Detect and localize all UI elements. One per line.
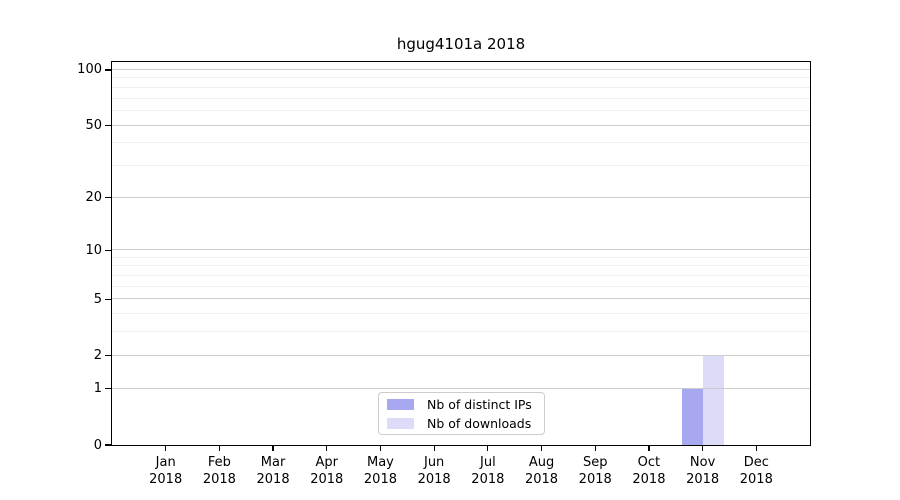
y-tick-5 — [105, 298, 111, 300]
x-tick-label-nov: Nov 2018 — [686, 455, 720, 487]
bars-layer — [112, 62, 810, 445]
legend-item-downloads: Nb of downloads — [387, 415, 536, 431]
legend-swatch-distinct-ips — [387, 398, 414, 410]
x-tick-apr — [326, 446, 328, 451]
y-tick-label-2: 2 — [93, 348, 102, 364]
x-tick-jan — [165, 446, 167, 451]
y-tick-label-5: 5 — [93, 291, 102, 307]
x-tick-label-apr: Apr 2018 — [310, 455, 344, 487]
x-tick-label-sep: Sep 2018 — [578, 455, 612, 487]
legend-label-downloads: Nb of downloads — [427, 415, 532, 431]
y-axis: 0 1 2 5 10 20 50 100 — [0, 62, 112, 453]
y-tick-label-50: 50 — [85, 118, 102, 133]
x-tick-label-dec: Dec 2018 — [739, 455, 773, 487]
y-tick-1 — [105, 388, 111, 390]
y-tick-label-20: 20 — [85, 190, 102, 206]
y-tick-label-0: 0 — [93, 437, 102, 453]
x-tick-may — [379, 446, 382, 451]
legend-swatch-downloads — [387, 417, 414, 429]
chart-title: hgug4101a 2018 — [396, 35, 526, 53]
y-tick-label-1: 1 — [93, 381, 102, 397]
x-tick-oct — [648, 446, 650, 451]
x-tick-label-feb: Feb 2018 — [202, 455, 236, 487]
x-tick-label-jan: Jan 2018 — [149, 455, 183, 487]
legend-item-distinct-ips: Nb of distinct IPs — [387, 396, 536, 412]
x-tick-sep — [594, 446, 596, 451]
y-tick-label-100: 100 — [77, 62, 102, 78]
x-tick-aug — [540, 446, 543, 451]
plot-area: Nb of distinct IPs Nb of downloads — [111, 61, 811, 446]
x-tick-label-jun: Jun 2018 — [417, 455, 451, 487]
x-tick-label-jul: Jul 2018 — [471, 455, 505, 487]
x-tick-dec — [755, 446, 757, 451]
x-tick-jul — [487, 446, 489, 451]
x-tick-nov — [702, 446, 704, 451]
y-tick-100 — [105, 69, 111, 71]
x-tick-mar — [272, 446, 274, 451]
x-tick-label-oct: Oct 2018 — [632, 455, 666, 487]
y-tick-2 — [105, 355, 111, 357]
y-tick-50 — [105, 124, 111, 127]
y-tick-10 — [105, 249, 111, 251]
x-tick-feb — [218, 446, 220, 451]
x-axis: Jan 2018 Feb 2018 Mar 2018 Apr 2018 May 2018… — [112, 446, 810, 498]
y-tick-0 — [105, 444, 111, 446]
x-tick-label-aug: Aug 2018 — [524, 455, 559, 487]
legend-label-distinct-ips: Nb of distinct IPs — [427, 396, 532, 412]
x-tick-label-may: May 2018 — [363, 455, 397, 487]
bar-distinct-ips-nov — [681, 388, 703, 445]
y-tick-label-10: 10 — [85, 242, 102, 258]
legend: Nb of distinct IPs Nb of downloads — [378, 392, 545, 435]
y-tick-20 — [105, 197, 111, 199]
bar-downloads-nov — [702, 355, 724, 445]
x-tick-jun — [433, 446, 435, 451]
x-tick-label-mar: Mar 2018 — [256, 455, 290, 487]
